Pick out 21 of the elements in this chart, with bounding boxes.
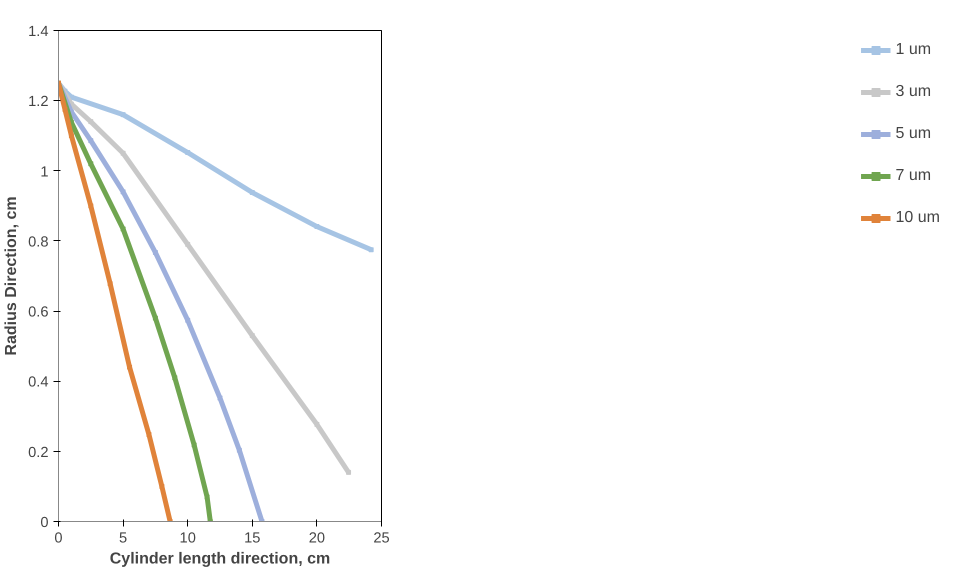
legend-label: 1 um bbox=[896, 41, 932, 59]
y-tick-label: 0.6 bbox=[28, 304, 48, 321]
y-axis-title: Radius Direction, cm bbox=[3, 196, 20, 356]
x-tick-label: 25 bbox=[373, 530, 390, 546]
y-tick-label: 1 bbox=[40, 164, 49, 180]
x-tick-label: 20 bbox=[308, 530, 326, 546]
legend-label: 7 um bbox=[896, 167, 932, 185]
legend-label: 10 um bbox=[896, 209, 940, 227]
y-tick-label: 1.2 bbox=[28, 94, 48, 110]
x-tick-label: 0 bbox=[54, 530, 63, 546]
y-tick-label: 0.8 bbox=[28, 234, 48, 250]
y-tick-label: 1.4 bbox=[28, 24, 48, 40]
x-tick-label: 10 bbox=[180, 530, 196, 546]
y-tick-label: 0.4 bbox=[28, 374, 48, 391]
legend-label: 3 um bbox=[896, 83, 932, 101]
y-tick-label: 0 bbox=[40, 515, 49, 531]
y-tick-label: 0.2 bbox=[28, 444, 48, 461]
x-tick-label: 5 bbox=[119, 530, 128, 546]
x-tick-label: 15 bbox=[244, 530, 260, 546]
legend-label: 5 um bbox=[896, 125, 932, 143]
x-axis-title: Cylinder length direction, cm bbox=[110, 550, 330, 568]
